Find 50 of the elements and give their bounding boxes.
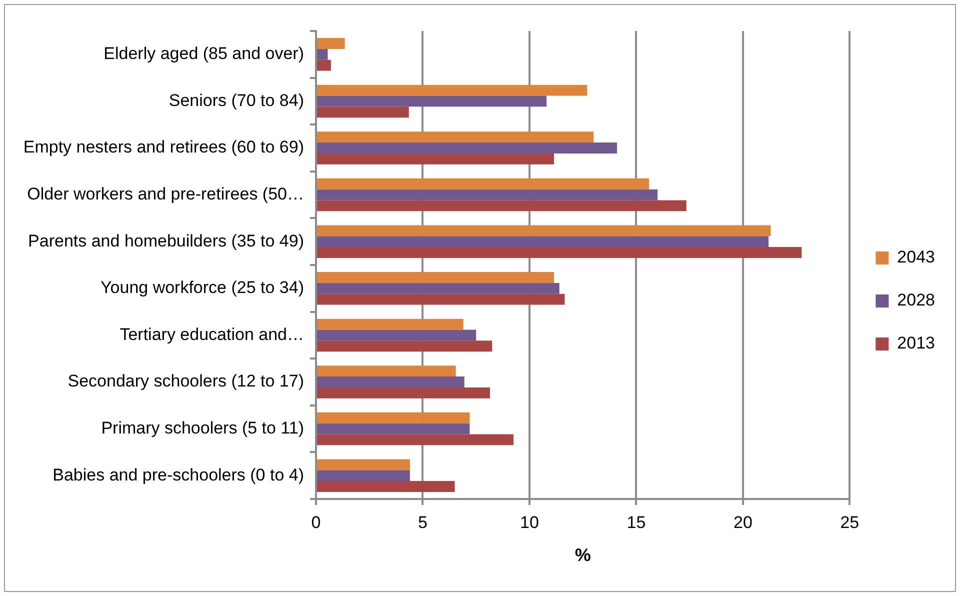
bar xyxy=(317,376,464,388)
y-tick-label: Older workers and pre-retirees (50… xyxy=(27,184,304,204)
y-tick-label: Tertiary education and… xyxy=(120,324,304,344)
bar xyxy=(317,459,410,470)
bar xyxy=(317,153,554,164)
x-tick-label: 20 xyxy=(733,512,752,532)
x-tick-label: 5 xyxy=(418,512,428,532)
bar xyxy=(317,318,464,330)
y-tick-label: Babies and pre-schoolers (0 to 4) xyxy=(52,465,304,484)
y-tick-label: Young workforce (25 to 34) xyxy=(100,278,304,298)
bar xyxy=(317,106,409,118)
bar xyxy=(317,340,492,352)
legend-label: 2013 xyxy=(897,334,936,353)
legend-label: 2028 xyxy=(897,290,936,310)
bar xyxy=(317,200,686,212)
bar xyxy=(317,282,560,294)
legend-label: 2043 xyxy=(897,248,936,267)
bar xyxy=(317,366,456,377)
bar xyxy=(317,434,514,446)
bar xyxy=(317,178,650,190)
bar xyxy=(317,247,802,258)
bar xyxy=(317,272,554,283)
bar xyxy=(317,470,410,482)
y-tick-label: Seniors (70 to 84) xyxy=(168,90,304,110)
bar xyxy=(317,423,470,434)
bar xyxy=(317,142,617,154)
bar xyxy=(317,387,490,398)
bar xyxy=(317,294,565,305)
y-tick-label: Parents and homebuilders (35 to 49) xyxy=(28,231,304,250)
bar xyxy=(317,48,328,60)
bar xyxy=(317,60,331,71)
x-tick-label: 0 xyxy=(311,512,321,532)
y-tick-label: Elderly aged (85 and over) xyxy=(104,44,304,64)
bar xyxy=(317,132,594,143)
bar xyxy=(317,84,588,96)
x-tick-label: 15 xyxy=(626,512,646,532)
x-axis-title: % xyxy=(574,545,591,566)
y-tick-label: Primary schoolers (5 to 11) xyxy=(101,418,304,438)
bar xyxy=(317,481,455,492)
bar xyxy=(317,236,769,248)
bar xyxy=(317,96,547,107)
bar xyxy=(317,189,658,200)
bar xyxy=(317,330,476,341)
x-tick-label: 10 xyxy=(520,512,539,532)
y-tick-label: Empty nesters and retirees (60 to 69) xyxy=(23,138,304,157)
bar xyxy=(317,225,771,236)
x-tick-label: 25 xyxy=(840,512,860,532)
bar xyxy=(317,38,345,49)
y-tick-label: Secondary schoolers (12 to 17) xyxy=(68,372,304,391)
bar xyxy=(317,412,470,424)
